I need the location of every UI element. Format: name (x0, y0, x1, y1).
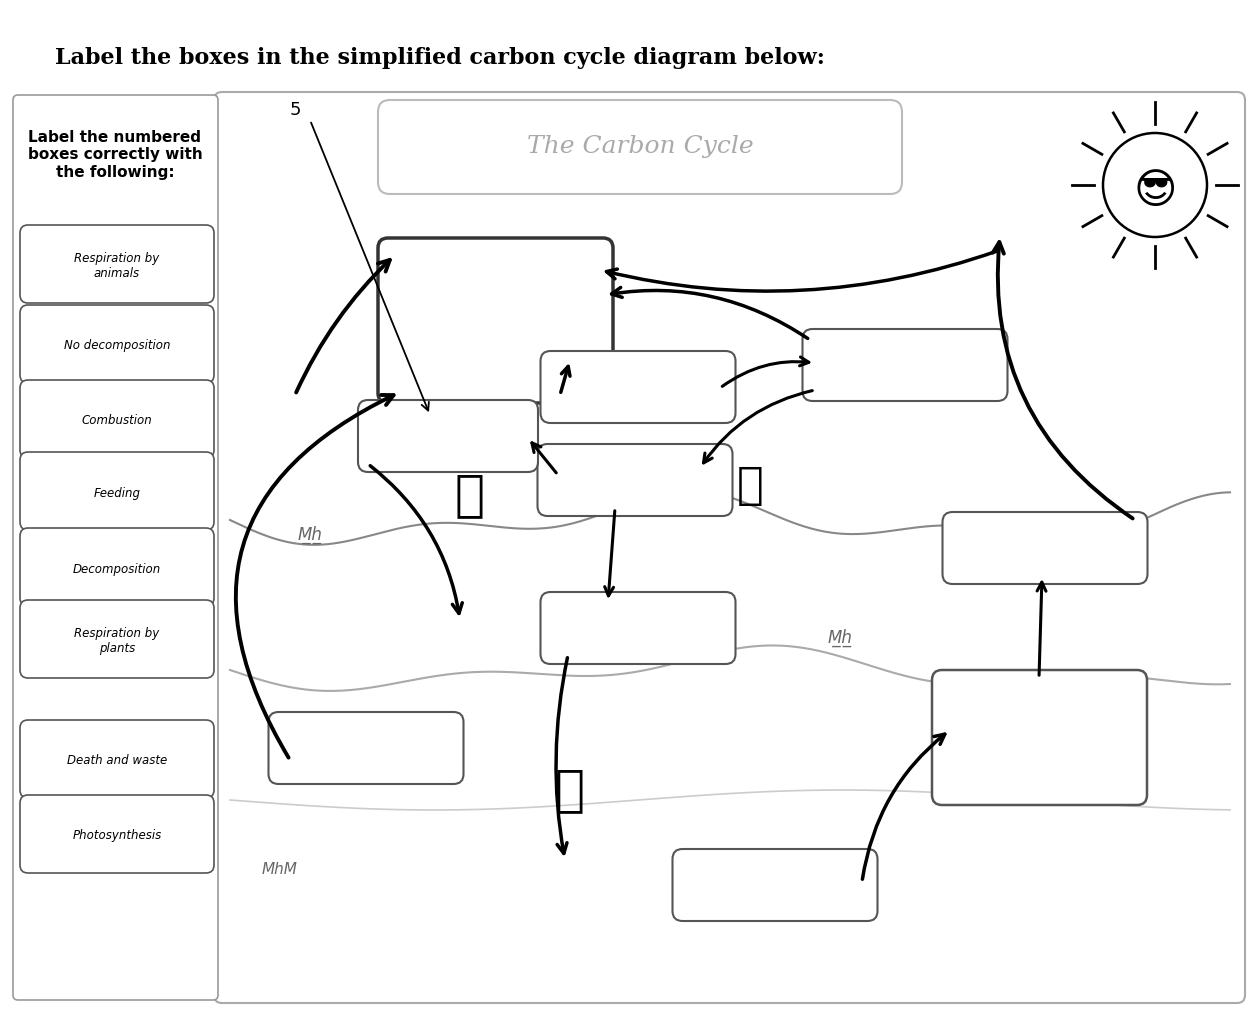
FancyBboxPatch shape (20, 452, 215, 530)
FancyBboxPatch shape (537, 444, 733, 516)
FancyBboxPatch shape (13, 95, 218, 1000)
FancyBboxPatch shape (802, 329, 1008, 401)
Text: Label the numbered
boxes correctly with
the following:: Label the numbered boxes correctly with … (28, 130, 202, 180)
Text: M̲h̲: M̲h̲ (827, 629, 852, 647)
FancyBboxPatch shape (215, 92, 1245, 1002)
Text: Respiration by
animals: Respiration by animals (74, 252, 159, 280)
Text: MhM: MhM (262, 862, 297, 878)
FancyBboxPatch shape (378, 238, 612, 403)
Text: 🐰: 🐰 (456, 471, 484, 519)
FancyBboxPatch shape (20, 305, 215, 383)
FancyBboxPatch shape (673, 849, 877, 921)
Text: 5: 5 (382, 429, 392, 444)
FancyBboxPatch shape (20, 720, 215, 798)
FancyBboxPatch shape (358, 400, 538, 472)
Text: 1: 1 (565, 381, 574, 395)
Text: 🌼: 🌼 (737, 464, 763, 507)
FancyBboxPatch shape (932, 670, 1147, 805)
Text: Photosynthesis: Photosynthesis (73, 829, 162, 843)
FancyBboxPatch shape (20, 528, 215, 606)
FancyBboxPatch shape (541, 351, 735, 423)
Text: Decomposition: Decomposition (73, 562, 161, 575)
FancyBboxPatch shape (541, 592, 735, 664)
Text: 😎: 😎 (1133, 170, 1177, 212)
Text: Label the boxes in the simplified carbon cycle diagram below:: Label the boxes in the simplified carbon… (55, 47, 825, 69)
Text: 3: 3 (561, 473, 571, 488)
FancyBboxPatch shape (20, 225, 215, 303)
Text: 7: 7 (697, 879, 707, 894)
Circle shape (1103, 133, 1207, 237)
Text: Fossil fuels
formed over
millions of years: Fossil fuels formed over millions of yea… (976, 716, 1101, 759)
Text: Carbon
dioxide in the
air: Carbon dioxide in the air (425, 290, 565, 350)
Text: Combustion: Combustion (82, 415, 152, 427)
FancyBboxPatch shape (20, 380, 215, 458)
Text: The Carbon Cycle: The Carbon Cycle (527, 135, 753, 159)
Text: 4: 4 (565, 622, 574, 637)
Text: 8: 8 (966, 542, 976, 556)
FancyBboxPatch shape (378, 100, 902, 194)
Text: 2: 2 (827, 358, 836, 374)
Text: Feeding: Feeding (94, 486, 141, 500)
FancyBboxPatch shape (20, 600, 215, 678)
FancyBboxPatch shape (269, 712, 463, 784)
Text: 6: 6 (292, 741, 302, 757)
FancyBboxPatch shape (943, 512, 1147, 584)
Text: Respiration by
plants: Respiration by plants (74, 627, 159, 655)
Text: Death and waste: Death and waste (67, 755, 167, 768)
Text: 5: 5 (289, 101, 301, 119)
Text: No decomposition: No decomposition (64, 340, 171, 352)
Text: M̲h̲: M̲h̲ (297, 526, 323, 544)
Text: 🐸: 🐸 (555, 766, 585, 814)
FancyBboxPatch shape (20, 795, 215, 873)
